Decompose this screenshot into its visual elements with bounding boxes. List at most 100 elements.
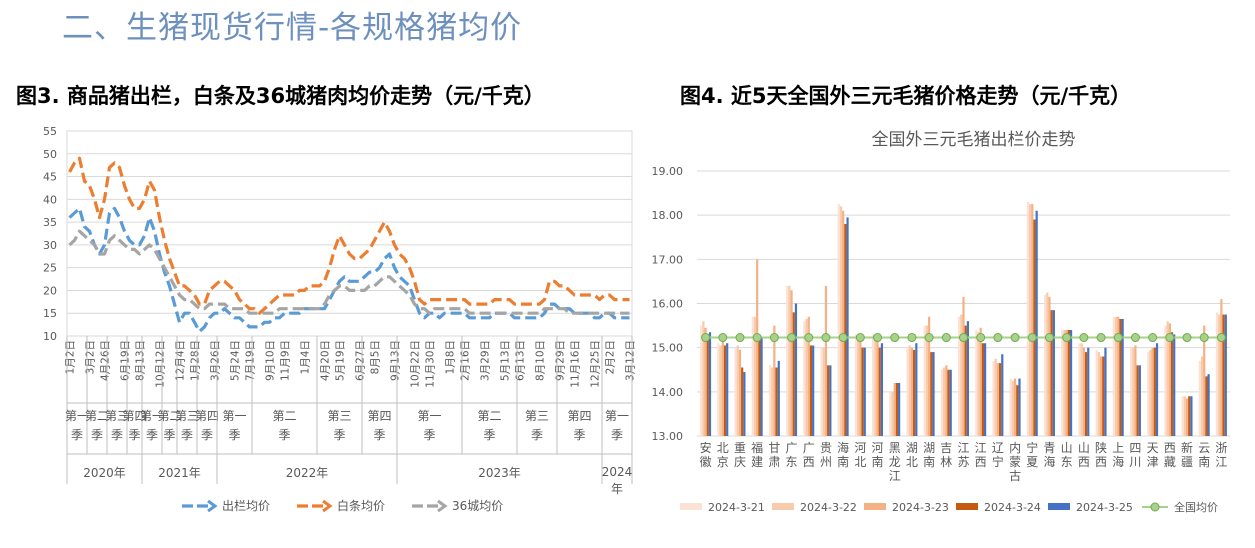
bar bbox=[1016, 385, 1019, 436]
bar bbox=[700, 325, 703, 436]
bar bbox=[1207, 374, 1210, 436]
quarter-label: 第二季 bbox=[477, 409, 501, 442]
bar bbox=[947, 369, 950, 436]
y-tick-label: 35 bbox=[43, 216, 57, 229]
bar bbox=[807, 316, 810, 436]
x-tick-label: 2月2日 bbox=[605, 340, 617, 374]
quarter-label: 第一季 bbox=[605, 409, 629, 442]
bar bbox=[839, 206, 843, 436]
average-marker bbox=[959, 333, 968, 343]
x-category-label: 重庆 bbox=[734, 441, 746, 469]
y-tick-label: 25 bbox=[43, 262, 57, 275]
bar bbox=[1061, 330, 1064, 436]
bar bbox=[760, 336, 763, 437]
x-category-label: 山西 bbox=[1078, 441, 1090, 469]
legend-swatch bbox=[772, 503, 794, 510]
x-tick-label: 5月24日 bbox=[230, 340, 242, 381]
bar bbox=[962, 296, 965, 436]
x-category-label: 上海 bbox=[1112, 441, 1124, 469]
bar bbox=[1117, 316, 1120, 436]
quarter-label: 第三季 bbox=[105, 409, 129, 442]
x-category-label: 湖南 bbox=[923, 440, 935, 469]
y-tick-label: 20 bbox=[43, 284, 57, 297]
x-tick-label: 11月9日 bbox=[280, 340, 292, 381]
bar bbox=[1181, 396, 1184, 436]
bar bbox=[1185, 398, 1189, 436]
x-category-label: 辽宁 bbox=[992, 441, 1004, 469]
legend-label: 2024-3-21 bbox=[708, 501, 765, 514]
quarter-label: 第二季 bbox=[157, 409, 181, 442]
average-marker bbox=[976, 333, 986, 343]
bar bbox=[1104, 347, 1107, 436]
series-36city-line bbox=[68, 229, 630, 315]
average-marker bbox=[804, 333, 814, 343]
legend-swatch bbox=[864, 503, 886, 510]
bar bbox=[943, 367, 946, 436]
bar bbox=[958, 316, 961, 436]
legend-label: 2024-3-23 bbox=[892, 501, 949, 514]
bar bbox=[1026, 201, 1029, 436]
y-tick-label: 15.00 bbox=[652, 342, 684, 355]
bar bbox=[925, 325, 929, 436]
bar bbox=[859, 334, 862, 436]
bar bbox=[1035, 210, 1038, 436]
legend-swatch bbox=[956, 503, 978, 510]
bar bbox=[827, 365, 830, 436]
quarter-label: 第三季 bbox=[175, 409, 199, 442]
x-category-label: 云南 bbox=[1198, 441, 1210, 469]
average-marker bbox=[924, 333, 934, 343]
bar bbox=[758, 338, 761, 436]
bar bbox=[895, 383, 899, 436]
bar bbox=[1205, 376, 1208, 437]
bar bbox=[768, 365, 772, 436]
x-tick-label: 1月4日 bbox=[300, 340, 312, 374]
bar bbox=[1095, 349, 1098, 436]
bar bbox=[889, 391, 892, 436]
bar bbox=[743, 371, 746, 436]
x-tick-label: 8月13日 bbox=[135, 340, 147, 381]
bar bbox=[994, 358, 997, 436]
average-marker bbox=[718, 333, 728, 343]
bar bbox=[1080, 343, 1083, 436]
x-category-label: 西藏 bbox=[1164, 441, 1176, 469]
year-label: 2020年 bbox=[83, 466, 126, 480]
average-marker bbox=[1130, 333, 1140, 343]
bar bbox=[1052, 310, 1055, 437]
average-marker bbox=[701, 333, 711, 343]
bar bbox=[1121, 318, 1124, 436]
legend-label: 2024-3-24 bbox=[984, 501, 1041, 514]
bar bbox=[979, 327, 982, 436]
figure4-title: 图4. 近5天全国外三元毛猪价格走势（元/千克） bbox=[680, 84, 1132, 108]
bar bbox=[1065, 330, 1068, 436]
y-tick-label: 45 bbox=[43, 171, 57, 184]
bar bbox=[1069, 330, 1073, 436]
x-tick-label: 3月2日 bbox=[85, 340, 97, 374]
bar bbox=[1114, 316, 1118, 436]
x-tick-label: 9月29日 bbox=[555, 340, 567, 381]
x-tick-label: 6月13日 bbox=[515, 340, 527, 381]
bar bbox=[1112, 316, 1115, 436]
y-tick-label: 13.00 bbox=[652, 430, 684, 443]
x-category-label: 北京 bbox=[717, 441, 729, 469]
x-tick-label: 1月8日 bbox=[445, 340, 457, 374]
bar bbox=[910, 347, 914, 436]
y-tick-label: 19.00 bbox=[652, 165, 684, 178]
bar bbox=[964, 325, 967, 436]
bar bbox=[702, 321, 705, 436]
bar bbox=[829, 365, 832, 436]
bar bbox=[1190, 396, 1193, 436]
bar bbox=[792, 312, 795, 436]
bar bbox=[1087, 347, 1090, 436]
x-tick-label: 12月4日 bbox=[175, 340, 187, 381]
x-tick-label: 5月13日 bbox=[500, 340, 512, 381]
bar bbox=[1138, 365, 1141, 436]
bar bbox=[1136, 365, 1139, 436]
bar bbox=[1082, 347, 1085, 436]
bar bbox=[1043, 294, 1047, 436]
bar bbox=[812, 345, 815, 436]
bar bbox=[1048, 296, 1051, 436]
bar bbox=[775, 367, 778, 436]
bar bbox=[872, 334, 875, 436]
x-tick-label: 4月20日 bbox=[320, 340, 332, 381]
